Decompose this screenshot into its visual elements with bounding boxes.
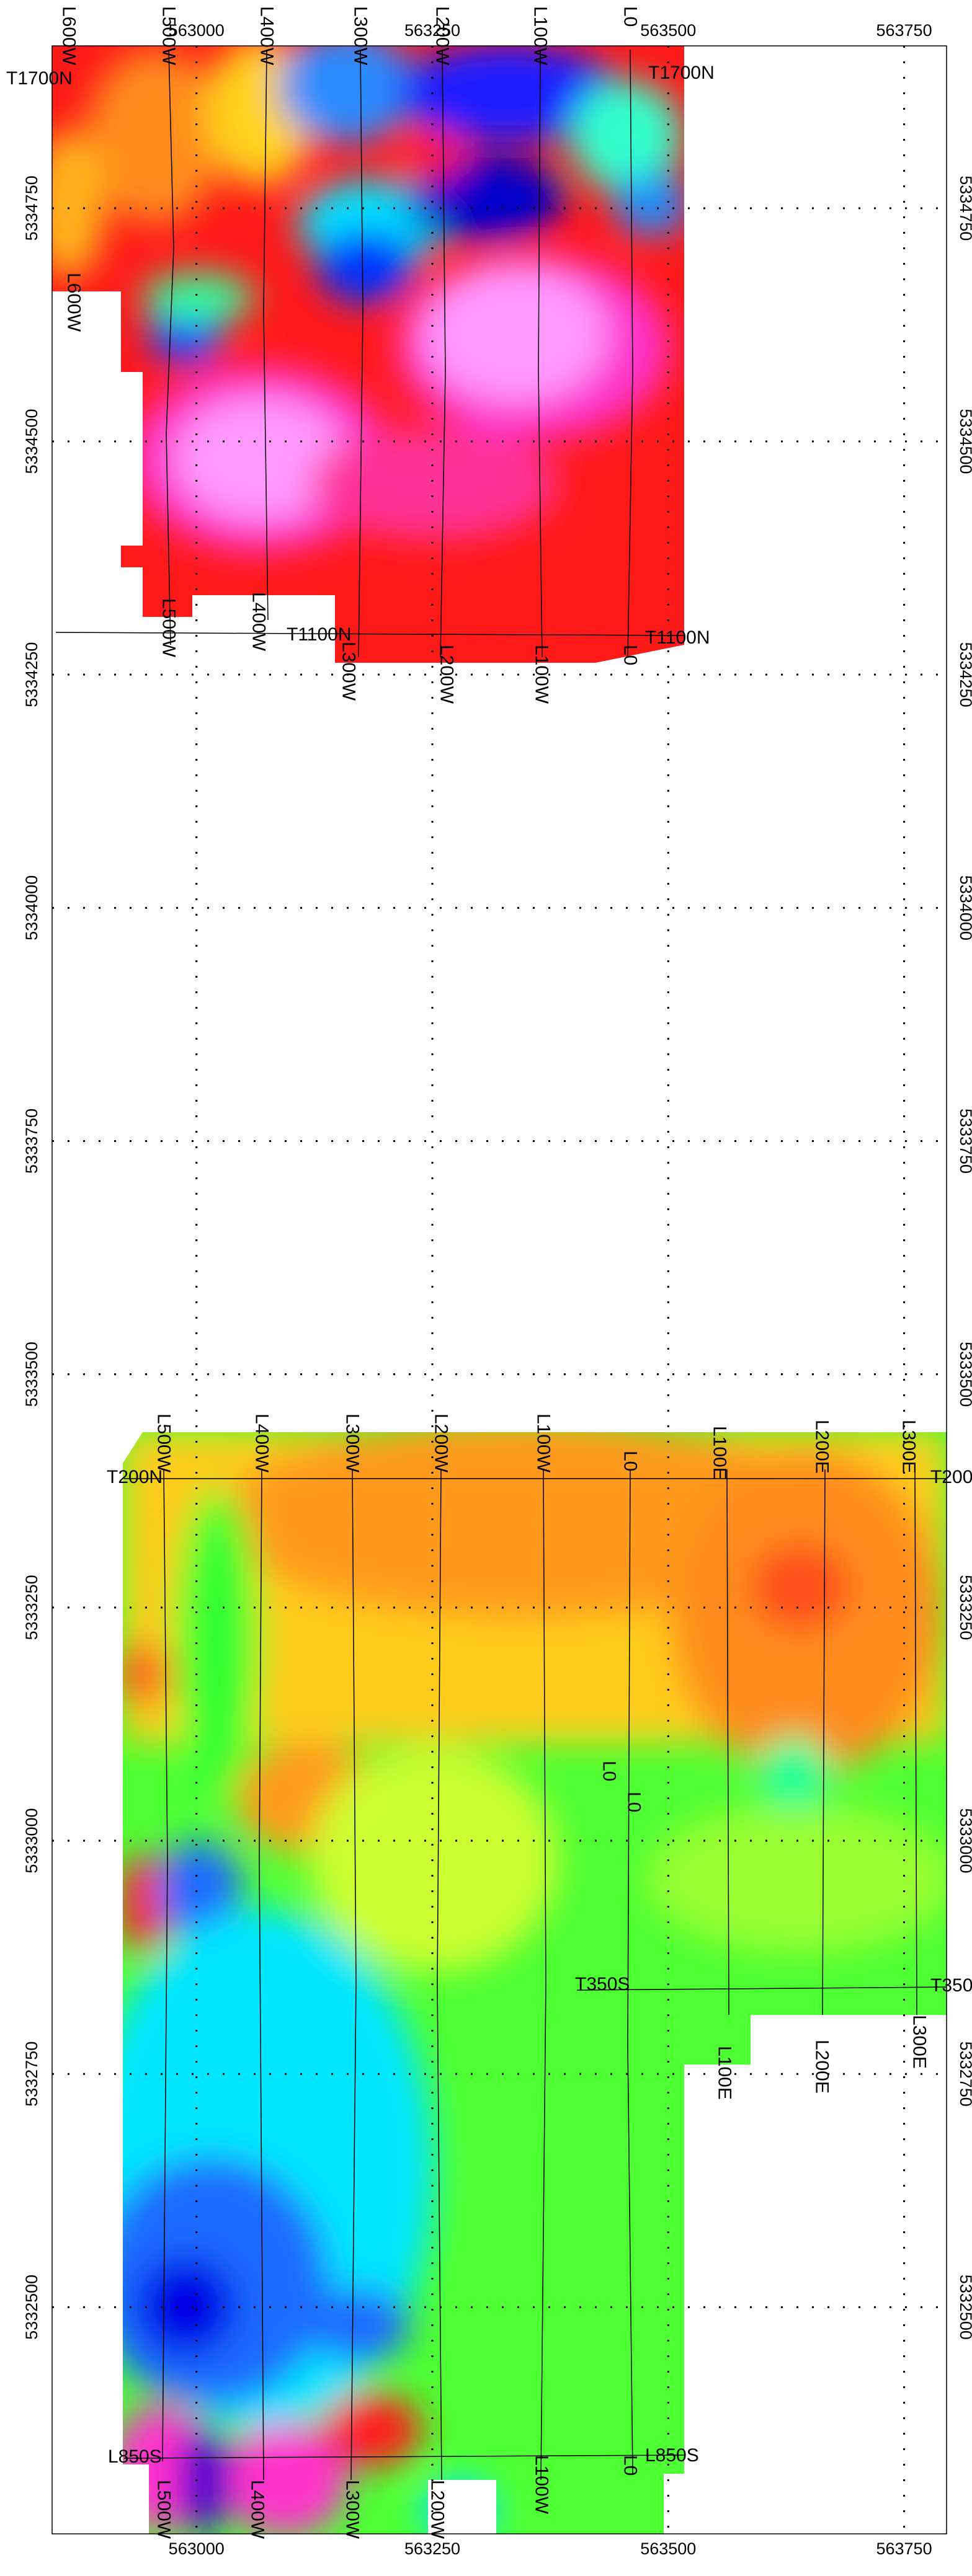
line-label: L200W bbox=[437, 645, 457, 704]
northing-label: 5332750 bbox=[22, 2042, 41, 2107]
northing-label: 5333000 bbox=[22, 1808, 41, 1873]
line-label: L850S bbox=[645, 2445, 699, 2466]
northing-label: 5334250 bbox=[22, 642, 41, 707]
line-label: L300W bbox=[339, 642, 359, 701]
northing-label: 5334500 bbox=[22, 409, 41, 474]
survey-block-south bbox=[87, 1420, 955, 2542]
northing-label: 5333750 bbox=[956, 1109, 972, 1174]
northing-label: 5333250 bbox=[956, 1575, 972, 1640]
northing-label: 5334750 bbox=[956, 175, 972, 241]
line-label: L0 bbox=[599, 1761, 620, 1781]
easting-label: 563500 bbox=[640, 2539, 696, 2558]
map: 5630005630005632505632505635005635005637… bbox=[0, 0, 972, 2576]
line-label: T350S bbox=[930, 1975, 972, 1996]
line-label: L200W bbox=[431, 1414, 452, 1473]
line-label: L100E bbox=[710, 1426, 730, 1480]
northing-label: 5333000 bbox=[956, 1808, 972, 1873]
line-label: L100W bbox=[532, 645, 552, 704]
northing-label: 5334500 bbox=[956, 409, 972, 474]
line-label: L600W bbox=[64, 273, 84, 332]
line-label: L0 bbox=[620, 645, 641, 665]
northing-label: 5334750 bbox=[22, 175, 41, 241]
easting-label: 563750 bbox=[876, 2539, 932, 2558]
line-label: L0 bbox=[620, 1451, 641, 1471]
line-label: L100W bbox=[533, 1414, 554, 1473]
easting-label: 563000 bbox=[169, 2539, 225, 2558]
line-label: T1700N bbox=[648, 63, 715, 83]
line-label: T350S bbox=[575, 1974, 630, 1994]
line-label: L500W bbox=[159, 598, 179, 658]
line-label: L200W bbox=[432, 6, 453, 66]
line-label: T1700N bbox=[6, 68, 73, 89]
line-label: L200E bbox=[812, 1420, 832, 1474]
line-label: L200W bbox=[427, 2480, 448, 2539]
northing-label: 5332500 bbox=[22, 2275, 41, 2340]
northing-label: 5332500 bbox=[956, 2275, 972, 2340]
easting-label: 563750 bbox=[876, 21, 932, 40]
line-label: L0 bbox=[620, 6, 641, 27]
northing-label: 5332750 bbox=[956, 2042, 972, 2107]
line-label: T200N bbox=[107, 1467, 163, 1487]
easting-label: 563250 bbox=[404, 2539, 460, 2558]
line-label: L0 bbox=[620, 2455, 641, 2476]
line-label: L300W bbox=[350, 6, 371, 66]
line-label: L300E bbox=[909, 2015, 930, 2069]
line-label: L300W bbox=[342, 1414, 363, 1473]
line-label: L100E bbox=[715, 2046, 735, 2100]
northing-label: 5333500 bbox=[956, 1342, 972, 1407]
line-label: L200E bbox=[812, 2040, 832, 2094]
line-label: L400W bbox=[247, 2480, 268, 2539]
line-label: T200N bbox=[930, 1467, 972, 1487]
line-label: L300W bbox=[342, 2480, 363, 2539]
line-label: L600W bbox=[59, 6, 79, 66]
northing-label: 5333250 bbox=[22, 1575, 41, 1640]
line-label: L500W bbox=[154, 2480, 174, 2539]
northing-label: 5334000 bbox=[22, 875, 41, 941]
line-label: L300E bbox=[899, 1420, 919, 1474]
line-label: T1100N bbox=[645, 627, 710, 648]
line-label: L400W bbox=[257, 6, 277, 66]
line-label: L850S bbox=[108, 2446, 162, 2467]
line-label: L100W bbox=[530, 6, 551, 66]
line-label: L400W bbox=[252, 1414, 272, 1473]
northing-label: 5333500 bbox=[22, 1342, 41, 1407]
northing-label: 5334000 bbox=[956, 875, 972, 941]
easting-label: 563500 bbox=[640, 21, 696, 40]
line-label: L500W bbox=[154, 1414, 174, 1473]
northing-label: 5333750 bbox=[22, 1109, 41, 1174]
northing-label: 5334250 bbox=[956, 642, 972, 707]
line-label: L500W bbox=[159, 6, 179, 66]
line-label: L100W bbox=[532, 2455, 552, 2515]
line-label: L400W bbox=[249, 592, 269, 652]
line-label: L0 bbox=[624, 1792, 644, 1812]
